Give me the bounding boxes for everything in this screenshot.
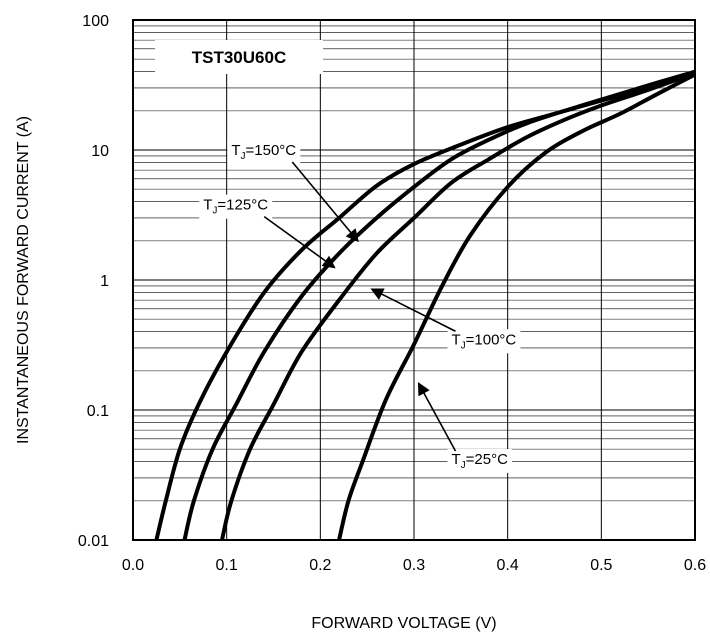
annotation-label: TJ=25°C [451, 451, 508, 471]
annotation-bg [447, 329, 521, 354]
annotation-label: TJ=150°C [231, 142, 296, 162]
y-tick-label: 10 [91, 143, 109, 160]
y-tick-label: 1 [100, 273, 109, 290]
x-tick-label: 0.4 [497, 557, 519, 574]
series-line [337, 72, 696, 541]
x-tick-label: 0.1 [216, 557, 238, 574]
y-axis-label: INSTANTANEOUS FORWARD CURRENT (A) [15, 116, 32, 444]
annotation: TJ=125°C [199, 194, 336, 269]
y-tick-label: 0.01 [78, 533, 109, 550]
y-tick-label: 0.1 [87, 403, 109, 420]
annotation: TJ=150°C [227, 140, 359, 243]
x-tick-label: 0.5 [590, 557, 612, 574]
annotation-arrow [263, 215, 336, 269]
series-line [182, 69, 696, 541]
title-box: TST30U60C [155, 40, 323, 74]
plot-frame [132, 19, 696, 541]
x-axis-label: FORWARD VOLTAGE (V) [311, 615, 496, 632]
annotation-bg [199, 194, 273, 219]
chart-title: TST30U60C [192, 48, 286, 67]
annotations: TJ=150°C TJ=125°C TJ=100°C TJ=25°C [199, 140, 521, 473]
annotation: TJ=100°C [370, 288, 521, 354]
annotation-arrow [291, 161, 359, 243]
tick-labels: 0.0 0.1 0.2 0.3 0.4 0.5 0.6 0.01 0.1 1 10 100 [78, 13, 706, 574]
y-tick-label: 100 [82, 13, 109, 30]
x-tick-label: 0.6 [684, 557, 706, 574]
annotation-arrow [417, 382, 457, 452]
annotation-arrow [370, 288, 456, 332]
annotation-label: TJ=125°C [203, 197, 268, 217]
annotation: TJ=25°C [417, 382, 513, 473]
x-tick-label: 0.3 [403, 557, 425, 574]
annotation-bg [447, 448, 513, 473]
series-layer [154, 69, 696, 541]
series-line [220, 71, 696, 541]
annotation-bg [227, 140, 301, 164]
annotation-label: TJ=100°C [451, 331, 516, 351]
x-tick-label: 0.0 [122, 557, 144, 574]
x-tick-label: 0.2 [309, 557, 331, 574]
